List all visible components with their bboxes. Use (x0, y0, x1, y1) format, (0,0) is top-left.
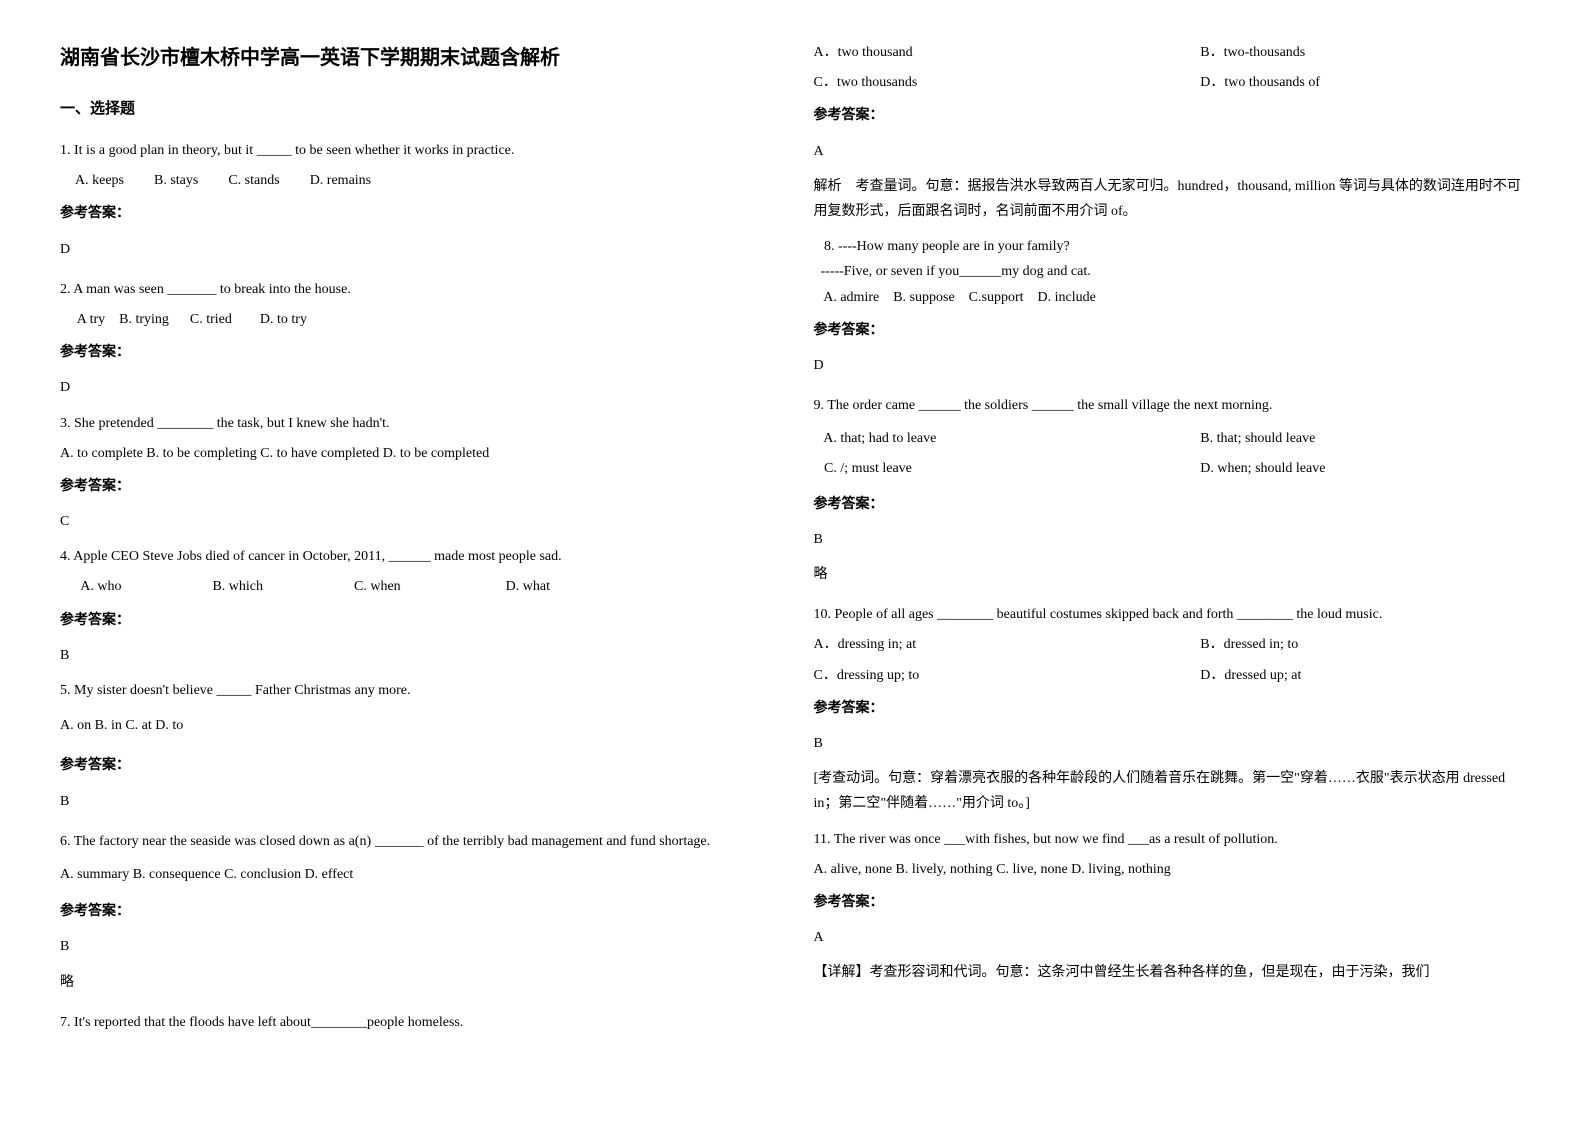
answer-value: B (60, 643, 774, 668)
question-options: A. alive, none B. lively, nothing C. liv… (814, 857, 1528, 882)
answer-value: D (60, 375, 774, 400)
answer-value: B (814, 527, 1528, 552)
question-4: 4. Apple CEO Steve Jobs died of cancer i… (60, 544, 774, 668)
question-options: A．dressing in; at B．dressed in; to C．dre… (814, 632, 1528, 687)
option-d: D．dressed up; at (1200, 663, 1527, 688)
question-2: 2. A man was seen _______ to break into … (60, 277, 774, 401)
option-c: C. /; must leave (814, 456, 1141, 481)
section-header: 一、选择题 (60, 96, 774, 123)
question-10: 10. People of all ages ________ beautifu… (814, 602, 1528, 816)
option-c: C．dressing up; to (814, 663, 1141, 688)
answer-value: B (814, 731, 1528, 756)
question-3: 3. She pretended ________ the task, but … (60, 411, 774, 535)
answer-label: 参考答案： (60, 474, 774, 499)
answer-note: 略 (814, 562, 1528, 587)
option-c: C．two thousands (814, 70, 1141, 95)
answer-value: D (814, 353, 1528, 378)
answer-label: 参考答案： (60, 899, 774, 924)
question-options: A try B. trying C. tried D. to try (60, 307, 774, 332)
option-b: B. stays (154, 168, 198, 193)
question-options: A. keeps B. stays C. stands D. remains (75, 168, 774, 193)
answer-explanation: 解析 考查量词。句意：据报告洪水导致两百人无家可归。hundred，thousa… (814, 174, 1528, 224)
answer-value: B (60, 789, 774, 814)
question-options: A．two thousand B．two-thousands C．two tho… (814, 40, 1528, 95)
right-column: A．two thousand B．two-thousands C．two tho… (814, 40, 1528, 1045)
answer-label: 参考答案： (814, 696, 1528, 721)
question-text: 11. The river was once ___with fishes, b… (814, 827, 1528, 852)
question-8: 8. ----How many people are in your famil… (814, 234, 1528, 378)
question-options: A. on B. in C. at D. to (60, 713, 774, 738)
answer-note: 略 (60, 970, 774, 995)
question-text: 10. People of all ages ________ beautifu… (814, 602, 1528, 627)
answer-label: 参考答案： (814, 492, 1528, 517)
question-options: A. that; had to leave B. that; should le… (814, 426, 1528, 481)
option-a: A．two thousand (814, 40, 1141, 65)
question-options: A. admire B. suppose C.support D. includ… (814, 285, 1528, 310)
question-options: A. summary B. consequence C. conclusion … (60, 862, 774, 887)
question-5: 5. My sister doesn't believe _____ Fathe… (60, 678, 774, 814)
option-a: A. keeps (75, 168, 124, 193)
answer-value: D (60, 237, 774, 262)
question-options: A. to complete B. to be completing C. to… (60, 441, 774, 466)
answer-label: 参考答案： (814, 890, 1528, 915)
option-d: D. remains (310, 168, 371, 193)
option-a: A. that; had to leave (814, 426, 1141, 451)
question-1: 1. It is a good plan in theory, but it _… (60, 138, 774, 262)
answer-explanation: [考查动词。句意：穿着漂亮衣服的各种年龄段的人们随着音乐在跳舞。第一空"穿着……… (814, 766, 1528, 816)
question-6: 6. The factory near the seaside was clos… (60, 829, 774, 995)
question-text: 5. My sister doesn't believe _____ Fathe… (60, 678, 774, 703)
question-options: A. who B. which C. when D. what (60, 574, 774, 599)
answer-label: 参考答案： (60, 753, 774, 778)
answer-label: 参考答案： (814, 318, 1528, 343)
answer-label: 参考答案： (60, 201, 774, 226)
answer-label: 参考答案： (60, 608, 774, 633)
option-a: A．dressing in; at (814, 632, 1141, 657)
option-d: D．two thousands of (1200, 70, 1527, 95)
answer-value: B (60, 934, 774, 959)
left-column: 湖南省长沙市檀木桥中学高一英语下学期期末试题含解析 一、选择题 1. It is… (60, 40, 774, 1045)
question-text: 3. She pretended ________ the task, but … (60, 411, 774, 436)
question-7: 7. It's reported that the floods have le… (60, 1010, 774, 1035)
question-text: 4. Apple CEO Steve Jobs died of cancer i… (60, 544, 774, 569)
question-9: 9. The order came ______ the soldiers __… (814, 393, 1528, 587)
question-7-continued: A．two thousand B．two-thousands C．two tho… (814, 40, 1528, 224)
answer-label: 参考答案： (60, 340, 774, 365)
question-11: 11. The river was once ___with fishes, b… (814, 827, 1528, 986)
question-text: 7. It's reported that the floods have le… (60, 1010, 774, 1035)
answer-label: 参考答案： (814, 103, 1528, 128)
document-title: 湖南省长沙市檀木桥中学高一英语下学期期末试题含解析 (60, 40, 774, 76)
option-b: B．two-thousands (1200, 40, 1527, 65)
answer-value: C (60, 509, 774, 534)
question-text: 9. The order came ______ the soldiers __… (814, 393, 1528, 418)
option-b: B．dressed in; to (1200, 632, 1527, 657)
option-d: D. when; should leave (1200, 456, 1527, 481)
question-text: 6. The factory near the seaside was clos… (60, 829, 774, 854)
option-c: C. stands (228, 168, 279, 193)
question-line2: -----Five, or seven if you______my dog a… (814, 259, 1528, 284)
answer-explanation: 【详解】考查形容词和代词。句意：这条河中曾经生长着各种各样的鱼，但是现在，由于污… (814, 960, 1528, 985)
question-line1: 8. ----How many people are in your famil… (814, 234, 1528, 259)
question-text: 1. It is a good plan in theory, but it _… (60, 138, 774, 163)
option-b: B. that; should leave (1200, 426, 1527, 451)
answer-value: A (814, 925, 1528, 950)
question-text: 2. A man was seen _______ to break into … (60, 277, 774, 302)
answer-value: A (814, 139, 1528, 164)
